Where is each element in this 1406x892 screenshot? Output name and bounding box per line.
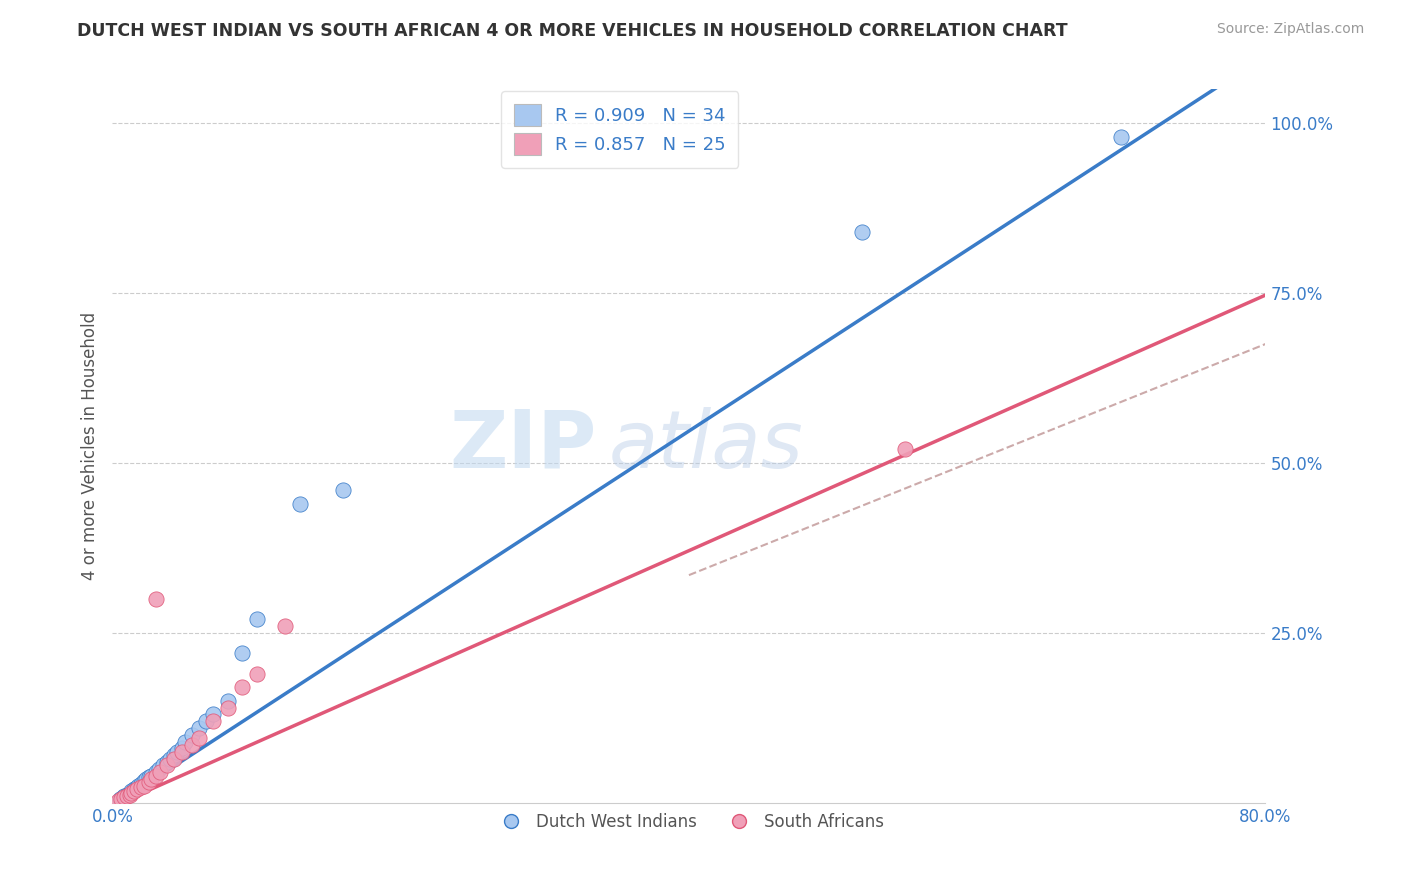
Point	[115, 789, 138, 803]
Point	[217, 694, 239, 708]
Point	[134, 774, 156, 789]
Point	[149, 765, 172, 780]
Point	[141, 772, 163, 786]
Point	[170, 741, 193, 756]
Point	[129, 777, 153, 791]
Point	[1111, 129, 1133, 144]
Point	[188, 731, 211, 746]
Point	[180, 728, 202, 742]
Legend: Dutch West Indians, South Africans: Dutch West Indians, South Africans	[488, 806, 890, 838]
Text: ZIP: ZIP	[450, 407, 596, 485]
Text: DUTCH WEST INDIAN VS SOUTH AFRICAN 4 OR MORE VEHICLES IN HOUSEHOLD CORRELATION C: DUTCH WEST INDIAN VS SOUTH AFRICAN 4 OR …	[77, 22, 1069, 40]
Point	[145, 765, 167, 780]
Text: atlas: atlas	[609, 407, 803, 485]
Point	[108, 792, 131, 806]
Point	[159, 751, 181, 765]
Point	[231, 680, 253, 694]
Point	[173, 734, 195, 748]
Point	[141, 769, 163, 783]
Point	[170, 745, 193, 759]
Point	[112, 789, 135, 803]
Point	[111, 790, 134, 805]
Point	[851, 225, 873, 239]
Point	[202, 714, 225, 729]
Point	[148, 762, 170, 776]
Point	[124, 780, 146, 795]
Point	[246, 612, 269, 626]
Point	[166, 745, 188, 759]
Point	[127, 779, 149, 793]
Point	[129, 780, 153, 794]
Point	[332, 483, 354, 498]
Point	[135, 772, 157, 786]
Point	[107, 794, 129, 808]
Point	[122, 782, 145, 797]
Point	[118, 786, 141, 800]
Y-axis label: 4 or more Vehicles in Household: 4 or more Vehicles in Household	[80, 312, 98, 580]
Point	[120, 786, 142, 800]
Point	[120, 783, 142, 797]
Point	[202, 707, 225, 722]
Point	[217, 700, 239, 714]
Point	[115, 788, 138, 802]
Point	[894, 442, 917, 457]
Point	[156, 755, 179, 769]
Point	[156, 758, 179, 772]
Point	[180, 738, 202, 752]
Point	[188, 721, 211, 735]
Point	[118, 788, 141, 802]
Point	[195, 714, 218, 729]
Point	[122, 783, 145, 797]
Point	[138, 770, 160, 784]
Point	[231, 646, 253, 660]
Point	[163, 751, 186, 765]
Point	[288, 497, 311, 511]
Point	[145, 769, 167, 783]
Point	[110, 791, 132, 805]
Point	[274, 619, 297, 633]
Point	[125, 782, 148, 797]
Point	[163, 748, 186, 763]
Point	[145, 591, 167, 606]
Point	[246, 666, 269, 681]
Text: Source: ZipAtlas.com: Source: ZipAtlas.com	[1216, 22, 1364, 37]
Point	[152, 758, 174, 772]
Point	[112, 790, 135, 805]
Point	[134, 779, 156, 793]
Point	[138, 775, 160, 789]
